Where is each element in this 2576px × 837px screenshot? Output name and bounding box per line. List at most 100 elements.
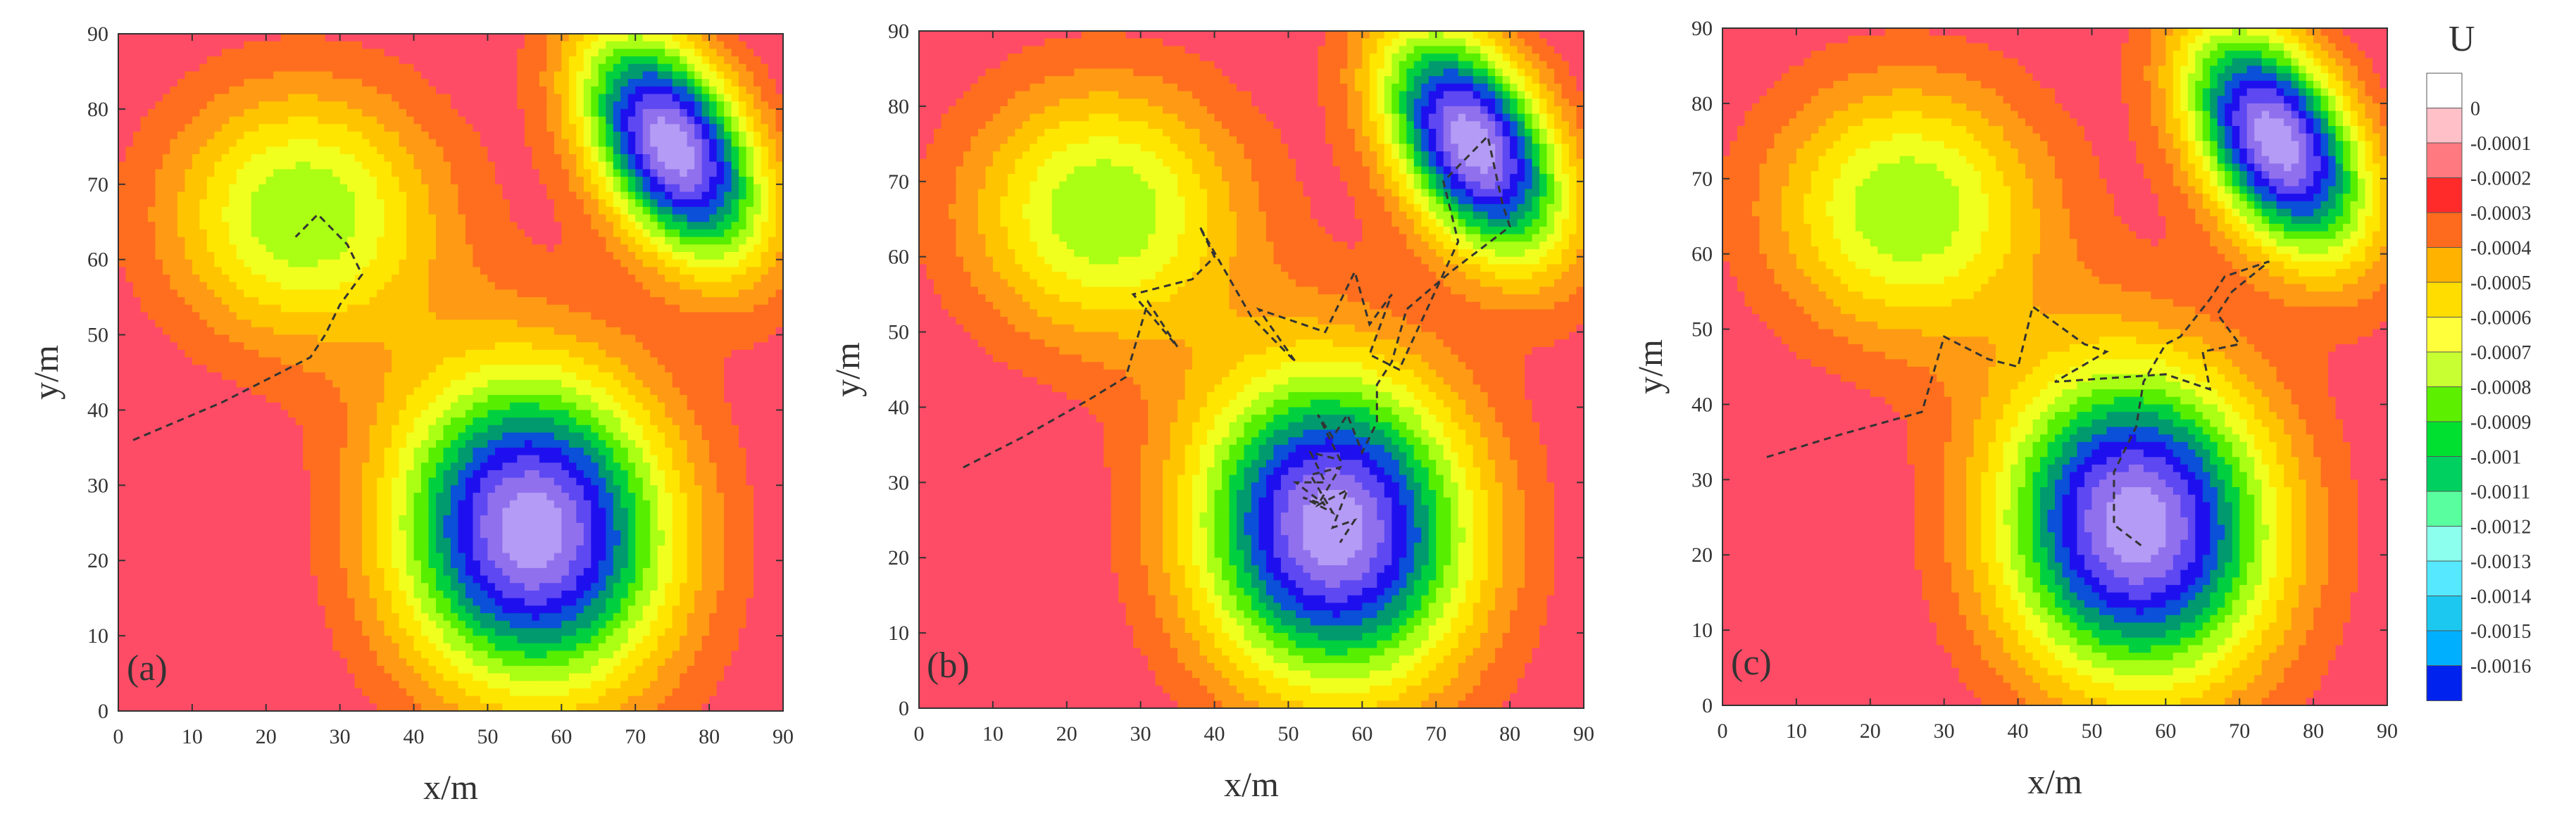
contour-cell [517, 94, 525, 102]
contour-cell [236, 34, 244, 42]
contour-cell [509, 402, 518, 411]
contour-cell [162, 41, 171, 49]
contour-cell [709, 395, 718, 403]
contour-cell [724, 304, 732, 313]
contour-cell [613, 71, 621, 80]
contour-cell [768, 372, 777, 381]
contour-cell [576, 71, 584, 80]
contour-cell [443, 289, 451, 298]
contour-cell [502, 214, 511, 222]
contour-cell [568, 297, 577, 306]
contour-cell [421, 402, 430, 411]
contour-cell [413, 417, 422, 426]
contour-cell [687, 49, 695, 57]
contour-cell [162, 244, 171, 253]
contour-cell [325, 379, 333, 388]
contour-cell [613, 387, 621, 396]
contour-cell [339, 206, 348, 215]
contour-cell [532, 34, 540, 42]
contour-cell [502, 289, 511, 298]
contour-cell [583, 237, 592, 245]
contour-cell [716, 169, 725, 177]
contour-cell [192, 244, 200, 253]
contour-cell [339, 379, 348, 388]
contour-cell [421, 387, 430, 396]
contour-cell [140, 432, 149, 441]
contour-cell [280, 131, 289, 140]
contour-cell [494, 131, 504, 140]
contour-cell [465, 222, 474, 230]
contour-cell [627, 206, 636, 215]
contour-cell [754, 402, 762, 411]
contour-cell [369, 56, 377, 65]
contour-cell [221, 267, 230, 275]
contour-cell [369, 79, 377, 87]
contour-cell [295, 161, 304, 170]
contour-cell [295, 447, 304, 456]
contour-cell [561, 327, 570, 336]
contour-cell [428, 440, 437, 448]
contour-cell [709, 349, 718, 358]
contour-cell [354, 372, 363, 381]
contour-cell [606, 169, 614, 177]
contour-cell [140, 116, 149, 125]
contour-cell [546, 289, 555, 298]
contour-cell [310, 41, 318, 49]
contour-cell [754, 49, 762, 57]
contour-cell [332, 275, 341, 283]
contour-cell [635, 244, 644, 253]
contour-cell [362, 424, 370, 434]
contour-cell [377, 199, 385, 208]
contour-cell [436, 49, 444, 57]
contour-cell [606, 349, 614, 358]
contour-cell [524, 34, 532, 42]
contour-cell [451, 387, 459, 396]
contour-cell [657, 312, 665, 320]
contour-cell [576, 177, 584, 185]
contour-cell [251, 206, 259, 215]
contour-cell [627, 410, 636, 418]
contour-cell [746, 432, 754, 441]
contour-cell [598, 237, 606, 245]
contour-cell [687, 275, 695, 283]
contour-cell [421, 440, 430, 448]
contour-cell [746, 387, 754, 396]
contour-cell [539, 124, 547, 132]
contour-cell [288, 424, 296, 434]
contour-cell [627, 424, 636, 434]
contour-cell [680, 395, 688, 403]
contour-cell [458, 56, 466, 65]
contour-cell [303, 139, 311, 147]
contour-cell [303, 86, 311, 95]
contour-cell [613, 161, 621, 170]
contour-cell [265, 312, 274, 320]
contour-cell [635, 101, 644, 110]
contour-cell [606, 395, 614, 403]
contour-cell [465, 146, 474, 155]
contour-cell [369, 161, 377, 170]
contour-cell [576, 214, 584, 222]
contour-cell [273, 282, 282, 291]
contour-cell [214, 251, 223, 260]
contour-cell [687, 379, 695, 388]
contour-cell [362, 432, 370, 441]
contour-cell [487, 297, 496, 306]
contour-cell [310, 387, 318, 396]
contour-cell [517, 63, 525, 73]
contour-cell [214, 139, 223, 147]
contour-cell [236, 214, 244, 222]
contour-cell [687, 199, 695, 208]
contour-cell [125, 410, 134, 418]
contour-cell [465, 267, 474, 275]
contour-cell [125, 214, 134, 222]
contour-cell [672, 206, 680, 215]
contour-cell [768, 304, 777, 313]
contour-cell [451, 259, 459, 268]
contour-cell [273, 267, 282, 275]
contour-cell [716, 199, 725, 208]
contour-cell [701, 395, 710, 403]
contour-cell [509, 169, 518, 177]
contour-cell [392, 297, 400, 306]
contour-cell [687, 139, 695, 147]
contour-cell [421, 432, 430, 441]
